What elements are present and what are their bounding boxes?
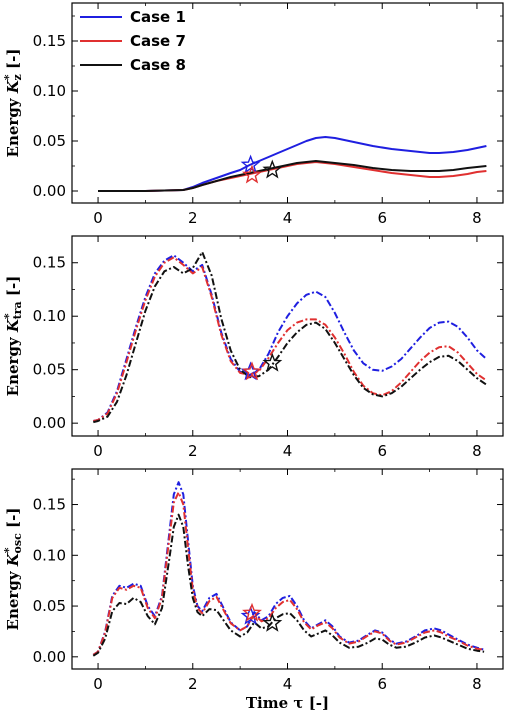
series-line-case-7 bbox=[92, 491, 485, 656]
legend-label: Case 7 bbox=[130, 32, 186, 50]
series-line-case-8 bbox=[93, 251, 487, 424]
series-line-case-7 bbox=[93, 256, 487, 422]
series-line-case-1 bbox=[92, 481, 485, 656]
plot-frame bbox=[71, 468, 504, 670]
x-tick-label: 2 bbox=[188, 675, 198, 693]
y-tick-label: 0.05 bbox=[33, 132, 66, 150]
series-line-case-8 bbox=[98, 160, 487, 192]
x-tick-label: 0 bbox=[93, 675, 103, 693]
panel-kz: 0 2 4 6 8 0.00 0.05 0.10 0.15 Energy K*z [-] Case … bbox=[2, 2, 504, 227]
y-tick-label: 0.00 bbox=[33, 182, 66, 200]
x-tick-label: 4 bbox=[283, 675, 293, 693]
y-tick-label: 0.15 bbox=[33, 254, 66, 272]
star-marker-case-7 bbox=[241, 164, 263, 184]
x-tick-label: 2 bbox=[188, 442, 198, 460]
y-tick-label: 0.10 bbox=[33, 82, 66, 100]
star-marker-case-8 bbox=[262, 612, 283, 632]
x-tick-label: 6 bbox=[377, 442, 387, 460]
x-tick-label: 4 bbox=[283, 209, 293, 227]
x-tick-label: 4 bbox=[283, 442, 293, 460]
series-line-case-7 bbox=[98, 161, 487, 192]
x-axis-label: Time τ [-] bbox=[246, 694, 329, 712]
star-marker-case-7 bbox=[241, 361, 263, 381]
y-tick-label: 0.05 bbox=[33, 597, 66, 615]
x-tick-label: 2 bbox=[188, 209, 198, 227]
y-tick-label: 0.10 bbox=[33, 307, 66, 325]
y-axis-label: Energy K*osc [-] bbox=[2, 508, 24, 631]
x-tick-label: 0 bbox=[93, 209, 103, 227]
star-marker-case-7 bbox=[242, 602, 262, 622]
y-tick-label: 0.15 bbox=[33, 496, 66, 514]
series-line-case-1 bbox=[98, 136, 487, 192]
y-axis-label: Energy K*z [-] bbox=[2, 49, 24, 158]
x-tick-label: 6 bbox=[377, 675, 387, 693]
y-tick-label: 0.05 bbox=[33, 361, 66, 379]
x-tick-label: 6 bbox=[377, 209, 387, 227]
x-tick-label: 8 bbox=[472, 209, 482, 227]
panel-kosc: 0 2 4 6 8 0.00 0.05 0.10 0.15 Energy K*osc [-] bbox=[2, 468, 504, 693]
y-tick-label: 0.15 bbox=[33, 32, 66, 50]
star-marker-case-8 bbox=[262, 159, 283, 179]
x-tick-label: 8 bbox=[472, 675, 482, 693]
y-axis-label: Energy K*tra [-] bbox=[2, 276, 24, 397]
y-tick-label: 0.00 bbox=[33, 648, 66, 666]
legend-label: Case 1 bbox=[130, 8, 186, 26]
series-line-case-8 bbox=[92, 513, 485, 657]
x-tick-label: 8 bbox=[472, 442, 482, 460]
plot-frame bbox=[71, 235, 504, 437]
legend-label: Case 8 bbox=[130, 56, 186, 74]
y-tick-label: 0.00 bbox=[33, 414, 66, 432]
panel-ktra: 0 2 4 6 8 0.00 0.05 0.10 0.15 Energy K*tra [-] bbox=[2, 235, 504, 460]
x-tick-label: 0 bbox=[93, 442, 103, 460]
y-tick-label: 0.10 bbox=[33, 546, 66, 564]
star-marker-case-8 bbox=[262, 352, 283, 372]
series-line-case-1 bbox=[93, 254, 488, 422]
